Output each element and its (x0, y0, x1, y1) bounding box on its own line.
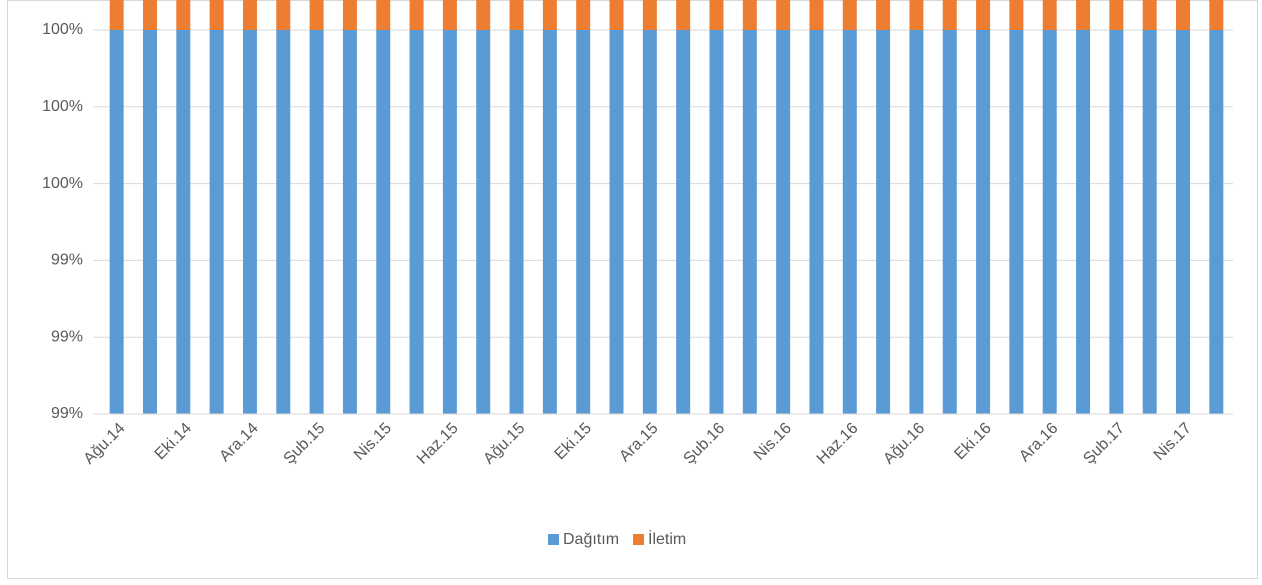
bar-segment (276, 30, 291, 414)
bar-segment (1076, 0, 1091, 30)
bar-segment (1176, 0, 1191, 30)
bar-segment (676, 30, 691, 414)
bar-segment (776, 30, 791, 414)
bar-segment (842, 30, 857, 414)
y-tick-label: 100% (42, 98, 83, 115)
bar-segment (809, 0, 824, 30)
bar-segment (1209, 30, 1224, 414)
bar-segment (976, 30, 991, 414)
bar-segment (309, 0, 324, 30)
bar-segment (376, 0, 391, 30)
y-tick-label: 99% (51, 328, 83, 345)
bar-segment (1109, 0, 1124, 30)
bar-segment (409, 0, 424, 30)
bar-segment (276, 0, 291, 30)
bar-segment (109, 30, 124, 414)
bar-segment (609, 30, 624, 414)
bar-segment (842, 0, 857, 30)
bar-segment (576, 30, 591, 414)
bar-segment (476, 0, 491, 30)
bar-segment (542, 30, 557, 414)
bar-segment (776, 0, 791, 30)
bar-segment (242, 0, 257, 30)
bar-segment (442, 30, 457, 414)
bar-segment (909, 30, 924, 414)
bar-segment (742, 0, 757, 30)
bar-segment (876, 30, 891, 414)
bar-segment (709, 30, 724, 414)
bar-segment (109, 0, 124, 30)
bar-segment (509, 0, 524, 30)
legend-swatch (548, 534, 559, 545)
bar-segment (1042, 30, 1057, 414)
bar-segment (1009, 0, 1024, 30)
bar-segment (809, 30, 824, 414)
bar-segment (1142, 30, 1157, 414)
bar-segment (1209, 0, 1224, 30)
bar-segment (342, 0, 357, 30)
bar-segment (1009, 30, 1024, 414)
bar-segment (442, 0, 457, 30)
bar-segment (642, 30, 657, 414)
bar-segment (1142, 0, 1157, 30)
bar-segment (309, 30, 324, 414)
y-tick-label: 99% (51, 405, 83, 422)
legend-swatch (633, 534, 645, 545)
bar-segment (942, 0, 957, 30)
y-tick-label: 99% (51, 252, 83, 269)
legend-label: Dağıtım (563, 531, 619, 548)
bar-segment (742, 30, 757, 414)
bar-segment (909, 0, 924, 30)
bar-segment (576, 0, 591, 30)
bar-segment (609, 0, 624, 30)
y-tick-label: 100% (42, 21, 83, 38)
bar-segment (476, 30, 491, 414)
bar-segment (876, 0, 891, 30)
bar-segment (142, 0, 157, 30)
bar-segment (209, 0, 224, 30)
bar-segment (176, 0, 191, 30)
bar-segment (1076, 30, 1091, 414)
bar-segment (509, 30, 524, 414)
bar-segment (1109, 30, 1124, 414)
bar-segment (1176, 30, 1191, 414)
y-tick-label: 100% (42, 175, 83, 192)
bar-segment (1042, 0, 1057, 30)
bar-segment (209, 30, 224, 414)
bar-segment (942, 30, 957, 414)
bar-segment (142, 30, 157, 414)
bar-segment (709, 0, 724, 30)
bar-segment (642, 0, 657, 30)
bar-segment (376, 30, 391, 414)
bar-segment (976, 0, 991, 30)
bar-segment (342, 30, 357, 414)
bar-segment (676, 0, 691, 30)
bar-segment (176, 30, 191, 414)
bar-segment (242, 30, 257, 414)
legend-label: İletim (648, 529, 686, 548)
chart-border (7, 0, 1258, 579)
bar-segment (542, 0, 557, 30)
bar-segment (409, 30, 424, 414)
